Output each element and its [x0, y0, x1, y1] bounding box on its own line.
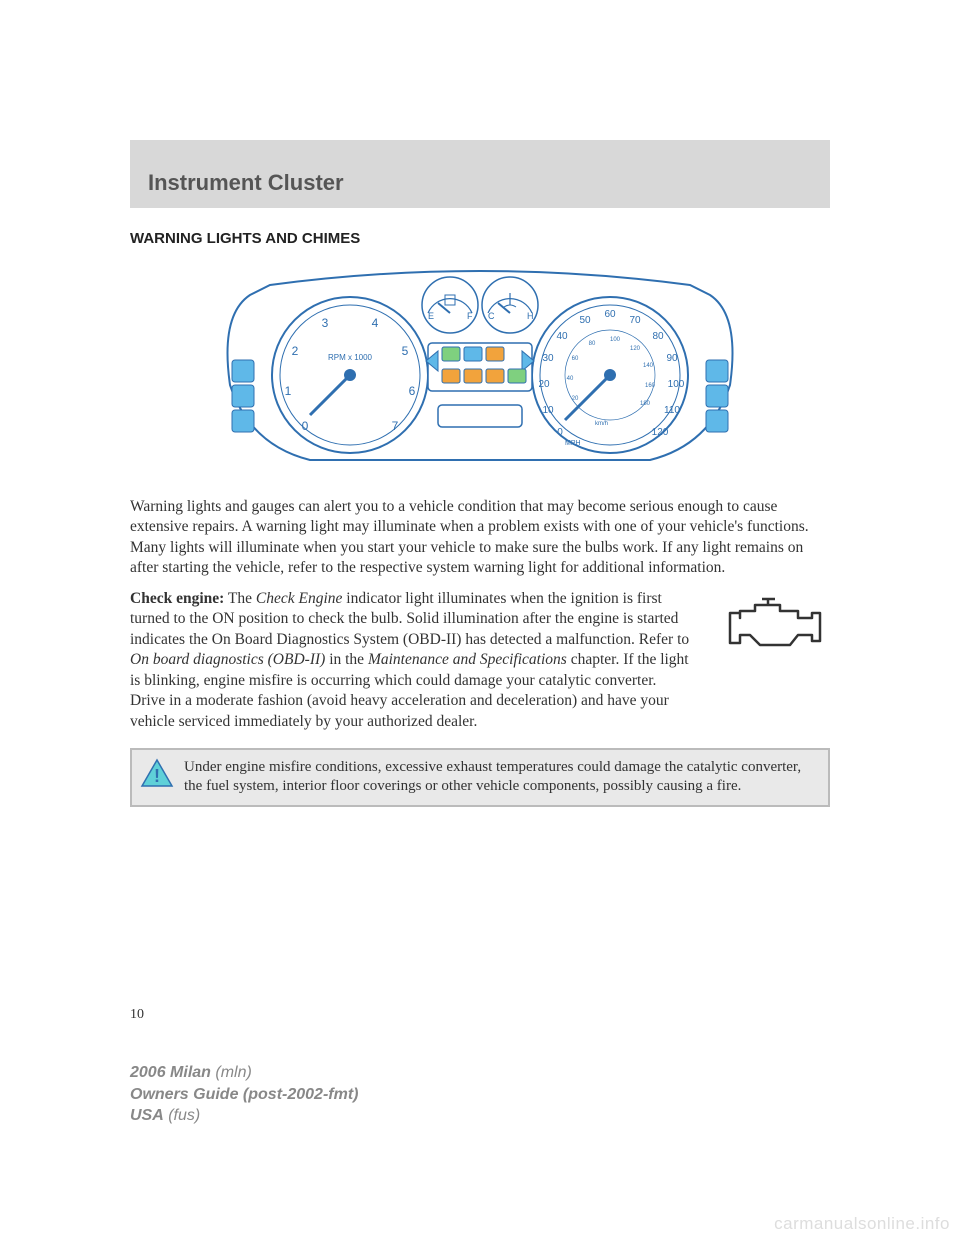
instrument-cluster-figure: 0 1 2 3 4 5 6 7 RPM x 1000 0 10 20 30 40… [210, 265, 750, 475]
odometer-display [438, 405, 522, 427]
caution-box: ! Under engine misfire conditions, exces… [130, 748, 830, 807]
airbag-icon [464, 369, 482, 383]
intro-paragraph: Warning lights and gauges can alert you … [130, 497, 830, 579]
tach-label: RPM x 1000 [328, 353, 373, 362]
tach-5: 5 [402, 344, 409, 358]
spd-0: 0 [557, 427, 563, 438]
kmh-40: 40 [567, 376, 574, 382]
kmh-160: 160 [645, 383, 656, 389]
kmh-120: 120 [630, 346, 641, 352]
spd-90: 90 [666, 353, 678, 364]
seatbelt-icon [486, 369, 504, 383]
spd-60: 60 [604, 309, 616, 320]
check-engine-label: Check engine: [130, 590, 224, 607]
kmh-80: 80 [589, 341, 596, 347]
fuel-e: E [428, 311, 434, 321]
warning-triangle-icon: ! [140, 758, 174, 788]
spd-100: 100 [668, 379, 685, 390]
tach-2: 2 [292, 344, 299, 358]
spd-80: 80 [652, 331, 664, 342]
tach-7: 7 [392, 419, 399, 433]
tach-4: 4 [372, 316, 379, 330]
tach-6: 6 [409, 384, 416, 398]
section-header: Instrument Cluster [130, 140, 830, 208]
spd-50: 50 [579, 315, 591, 326]
oil-icon [486, 347, 504, 361]
temp-c: C [488, 311, 495, 321]
mph-label: MPH [565, 440, 581, 447]
kmh-20: 20 [572, 396, 579, 402]
svg-text:!: ! [154, 766, 160, 786]
highbeam-icon [464, 347, 482, 361]
fuel-f: F [467, 311, 473, 321]
spd-120: 120 [652, 427, 669, 438]
tach-3: 3 [322, 316, 329, 330]
spd-40: 40 [556, 331, 568, 342]
watermark: carmanualsonline.info [774, 1214, 950, 1234]
section-heading: WARNING LIGHTS AND CHIMES [130, 230, 830, 247]
page-number: 10 [130, 1007, 830, 1023]
footer: 2006 Milan (mln) Owners Guide (post-2002… [130, 1062, 358, 1127]
tach-1: 1 [285, 384, 292, 398]
temp-h: H [527, 311, 534, 321]
kmh-100: 100 [610, 337, 621, 343]
kmh-140: 140 [643, 363, 654, 369]
person-icon [508, 369, 526, 383]
spd-110: 110 [664, 405, 680, 416]
header-title: Instrument Cluster [148, 170, 812, 196]
check-engine-icon [720, 593, 830, 663]
tach-0: 0 [302, 419, 309, 433]
kmh-60: 60 [572, 356, 579, 362]
spd-10: 10 [542, 405, 554, 416]
kmh-180: 180 [640, 401, 651, 407]
engine-indicator-icon [442, 347, 460, 361]
spd-30: 30 [542, 353, 554, 364]
battery-icon [442, 369, 460, 383]
spd-20: 20 [538, 379, 550, 390]
caution-text: Under engine misfire conditions, excessi… [184, 758, 816, 797]
kmh-label: km/h [595, 421, 608, 427]
check-engine-paragraph: Check engine: The Check Engine indicator… [130, 589, 690, 732]
spd-70: 70 [629, 315, 641, 326]
